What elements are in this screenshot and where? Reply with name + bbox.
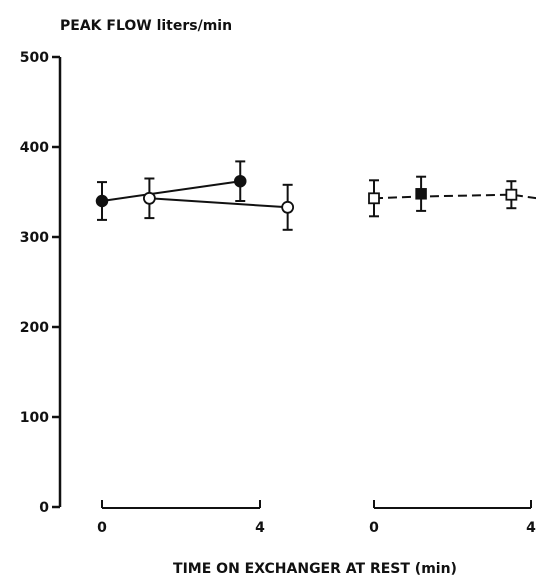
data-point [368, 192, 380, 205]
y-tick-label: 500 [20, 50, 49, 66]
data-point [142, 191, 156, 205]
x-tick-label: 0 [97, 520, 107, 536]
y-tick-label: 0 [39, 500, 49, 516]
data-point [281, 200, 295, 214]
plot-area [95, 160, 536, 231]
x-tick-label: 0 [369, 520, 379, 536]
y-tick-label: 100 [20, 410, 49, 426]
data-point [505, 188, 518, 201]
data-point [95, 194, 109, 208]
data-point [234, 174, 247, 188]
x-axis-label: TIME ON EXCHANGER AT REST (min) [173, 561, 457, 577]
y-tick-label: 200 [20, 320, 49, 336]
series-line [373, 193, 536, 200]
series-line [101, 180, 241, 202]
y-tick-label: 400 [20, 140, 49, 156]
y-axis: 0 100 200 300 400 500 [20, 50, 62, 516]
x-tick-label: 4 [255, 520, 265, 536]
y-tick-label: 300 [20, 230, 49, 246]
x-tick-label: 4 [526, 520, 536, 536]
data-point [415, 188, 427, 200]
x-axes: 0 4 0 4 [97, 500, 536, 536]
y-axis-label: PEAK FLOW liters/min [60, 18, 232, 34]
series-line [149, 197, 288, 209]
